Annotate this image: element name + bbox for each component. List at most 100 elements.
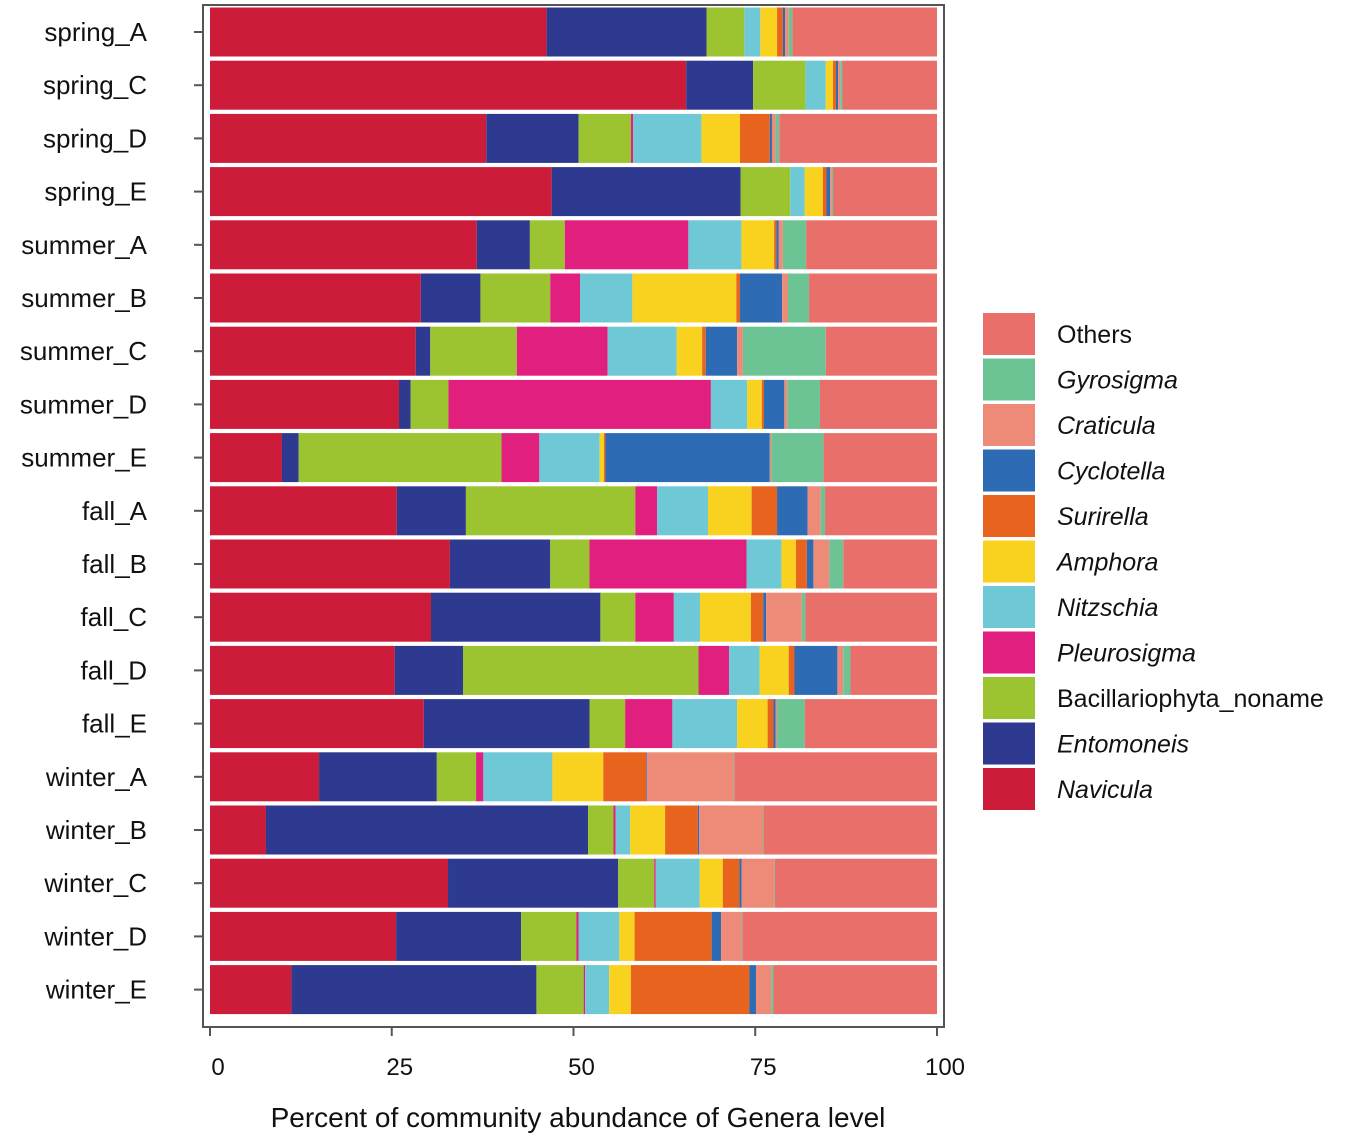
y-tick-label-fall_D: fall_D <box>81 655 147 685</box>
bar-segment-winter_E-craticula <box>755 965 772 1015</box>
bar-segment-fall_C-pleurosigma <box>635 592 674 642</box>
bar-segment-fall_B-pleurosigma <box>589 539 747 589</box>
legend-swatch-navicula <box>983 768 1035 810</box>
bar-segment-winter_C-gyrosigma <box>774 858 775 908</box>
bar-segment-fall_C-cyclotella <box>763 592 767 642</box>
bar-segment-summer_E-entomoneis <box>281 433 299 483</box>
bar-segment-winter_A-bacillariophyta_noname <box>436 752 477 802</box>
bar-segment-spring_C-bacillariophyta_noname <box>753 60 806 110</box>
legend-item-pleurosigma: Pleurosigma <box>983 631 1196 674</box>
bar-segment-summer_C-bacillariophyta_noname <box>430 326 517 376</box>
bar-segment-summer_E-amphora <box>599 433 605 483</box>
bar-segment-spring_D-pleurosigma <box>630 113 634 163</box>
bar-segment-summer_C-cyclotella <box>705 326 738 376</box>
bar-segment-summer_D-amphora <box>747 379 762 429</box>
legend-label-surirella: Surirella <box>1057 503 1149 531</box>
bar-segment-winter_C-amphora <box>699 858 723 908</box>
bar-segment-summer_C-craticula <box>737 326 743 376</box>
bar-segment-winter_E-navicula <box>210 965 292 1015</box>
bar-segment-fall_A-pleurosigma <box>635 486 658 536</box>
bar-row-summer_A <box>210 220 937 270</box>
bar-segment-fall_C-amphora <box>700 592 751 642</box>
bar-segment-summer_A-nitzschia <box>688 220 742 270</box>
x-tick-label-75: 75 <box>750 1054 777 1081</box>
bar-segment-fall_B-craticula <box>813 539 830 589</box>
bar-segment-fall_D-navicula <box>210 645 395 695</box>
bar-segment-spring_C-nitzschia <box>805 60 826 110</box>
bar-segment-winter_D-cyclotella <box>711 911 722 961</box>
bar-row-fall_D <box>210 645 937 695</box>
bar-segment-fall_B-cyclotella <box>806 539 814 589</box>
legend-label-nitzschia: Nitzschia <box>1057 594 1159 622</box>
bar-segment-fall_C-navicula <box>210 592 432 642</box>
legend-item-surirella: Surirella <box>983 495 1149 537</box>
bar-segment-summer_B-nitzschia <box>580 273 633 323</box>
bar-segment-fall_D-bacillariophyta_noname <box>463 645 699 695</box>
legend-item-nitzschia: Nitzschia <box>983 586 1159 628</box>
bar-segment-winter_E-entomoneis <box>291 965 537 1015</box>
bar-segment-summer_C-navicula <box>210 326 416 376</box>
bar-segment-fall_B-bacillariophyta_noname <box>550 539 590 589</box>
bar-segment-fall_C-gyrosigma <box>801 592 806 642</box>
y-tick-label-winter_A: winter_A <box>45 762 148 792</box>
x-tick-label-50: 50 <box>568 1054 595 1081</box>
legend-swatch-others <box>983 313 1035 355</box>
bar-segment-spring_E-cyclotella <box>826 167 831 217</box>
bar-segment-spring_E-craticula <box>830 167 832 217</box>
bar-segment-winter_A-cyclotella <box>646 752 647 802</box>
legend-label-navicula: Navicula <box>1057 776 1153 804</box>
bars-layer <box>210 7 937 1015</box>
bar-segment-winter_B-craticula <box>699 805 763 855</box>
bar-segment-summer_A-navicula <box>210 220 477 270</box>
bar-row-spring_C <box>210 60 937 110</box>
bar-segment-spring_C-surirella <box>833 60 836 110</box>
bar-segment-summer_D-pleurosigma <box>448 379 711 429</box>
bar-segment-winter_E-amphora <box>609 965 631 1015</box>
bar-segment-summer_B-cyclotella <box>739 273 783 323</box>
bar-segment-fall_C-entomoneis <box>431 592 601 642</box>
bar-segment-winter_B-entomoneis <box>265 805 589 855</box>
bar-segment-winter_C-cyclotella <box>739 858 742 908</box>
x-tick-label-100: 100 <box>925 1054 965 1081</box>
bar-segment-summer_C-pleurosigma <box>516 326 608 376</box>
legend-swatch-nitzschia <box>983 586 1035 628</box>
bar-segment-summer_A-gyrosigma <box>782 220 807 270</box>
legend-label-pleurosigma: Pleurosigma <box>1057 640 1196 668</box>
bar-segment-fall_D-nitzschia <box>729 645 760 695</box>
bar-segment-spring_D-surirella <box>739 113 770 163</box>
bar-segment-winter_D-entomoneis <box>396 911 522 961</box>
y-tick-label-fall_C: fall_C <box>81 602 147 632</box>
bar-segment-winter_B-amphora <box>630 805 666 855</box>
bar-segment-summer_D-cyclotella <box>763 379 785 429</box>
bar-segment-spring_A-nitzschia <box>744 7 761 57</box>
legend-label-entomoneis: Entomoneis <box>1057 731 1189 759</box>
bar-segment-winter_C-nitzschia <box>655 858 700 908</box>
bar-segment-summer_B-gyrosigma <box>787 273 810 323</box>
bar-segment-spring_D-navicula <box>210 113 487 163</box>
bar-segment-summer_B-navicula <box>210 273 421 323</box>
bar-segment-fall_E-cyclotella <box>773 699 776 749</box>
bar-segment-fall_B-amphora <box>781 539 796 589</box>
bar-segment-spring_D-gyrosigma <box>775 113 780 163</box>
bar-row-fall_C <box>210 592 937 642</box>
bar-row-winter_C <box>210 858 937 908</box>
bar-segment-fall_D-craticula <box>837 645 844 695</box>
bar-segment-fall_D-cyclotella <box>794 645 838 695</box>
bar-segment-winter_A-surirella <box>603 752 647 802</box>
bar-segment-fall_C-surirella <box>750 592 764 642</box>
bar-segment-spring_A-amphora <box>760 7 778 57</box>
bar-row-fall_E <box>210 699 937 749</box>
bar-segment-spring_A-bacillariophyta_noname <box>706 7 745 57</box>
bar-segment-summer_D-entomoneis <box>399 379 411 429</box>
bar-segment-summer_D-craticula <box>784 379 788 429</box>
bar-segment-spring_E-others <box>833 167 937 217</box>
bar-segment-winter_D-others <box>742 911 937 961</box>
bar-segment-fall_B-nitzschia <box>746 539 782 589</box>
bar-segment-fall_A-gyrosigma <box>820 486 826 536</box>
bar-segment-fall_A-nitzschia <box>657 486 708 536</box>
legend-swatch-amphora <box>983 540 1035 583</box>
bar-segment-spring_A-craticula <box>785 7 789 57</box>
bar-segment-winter_A-amphora <box>552 752 604 802</box>
bar-segment-summer_D-bacillariophyta_noname <box>410 379 449 429</box>
bar-segment-summer_B-entomoneis <box>420 273 481 323</box>
